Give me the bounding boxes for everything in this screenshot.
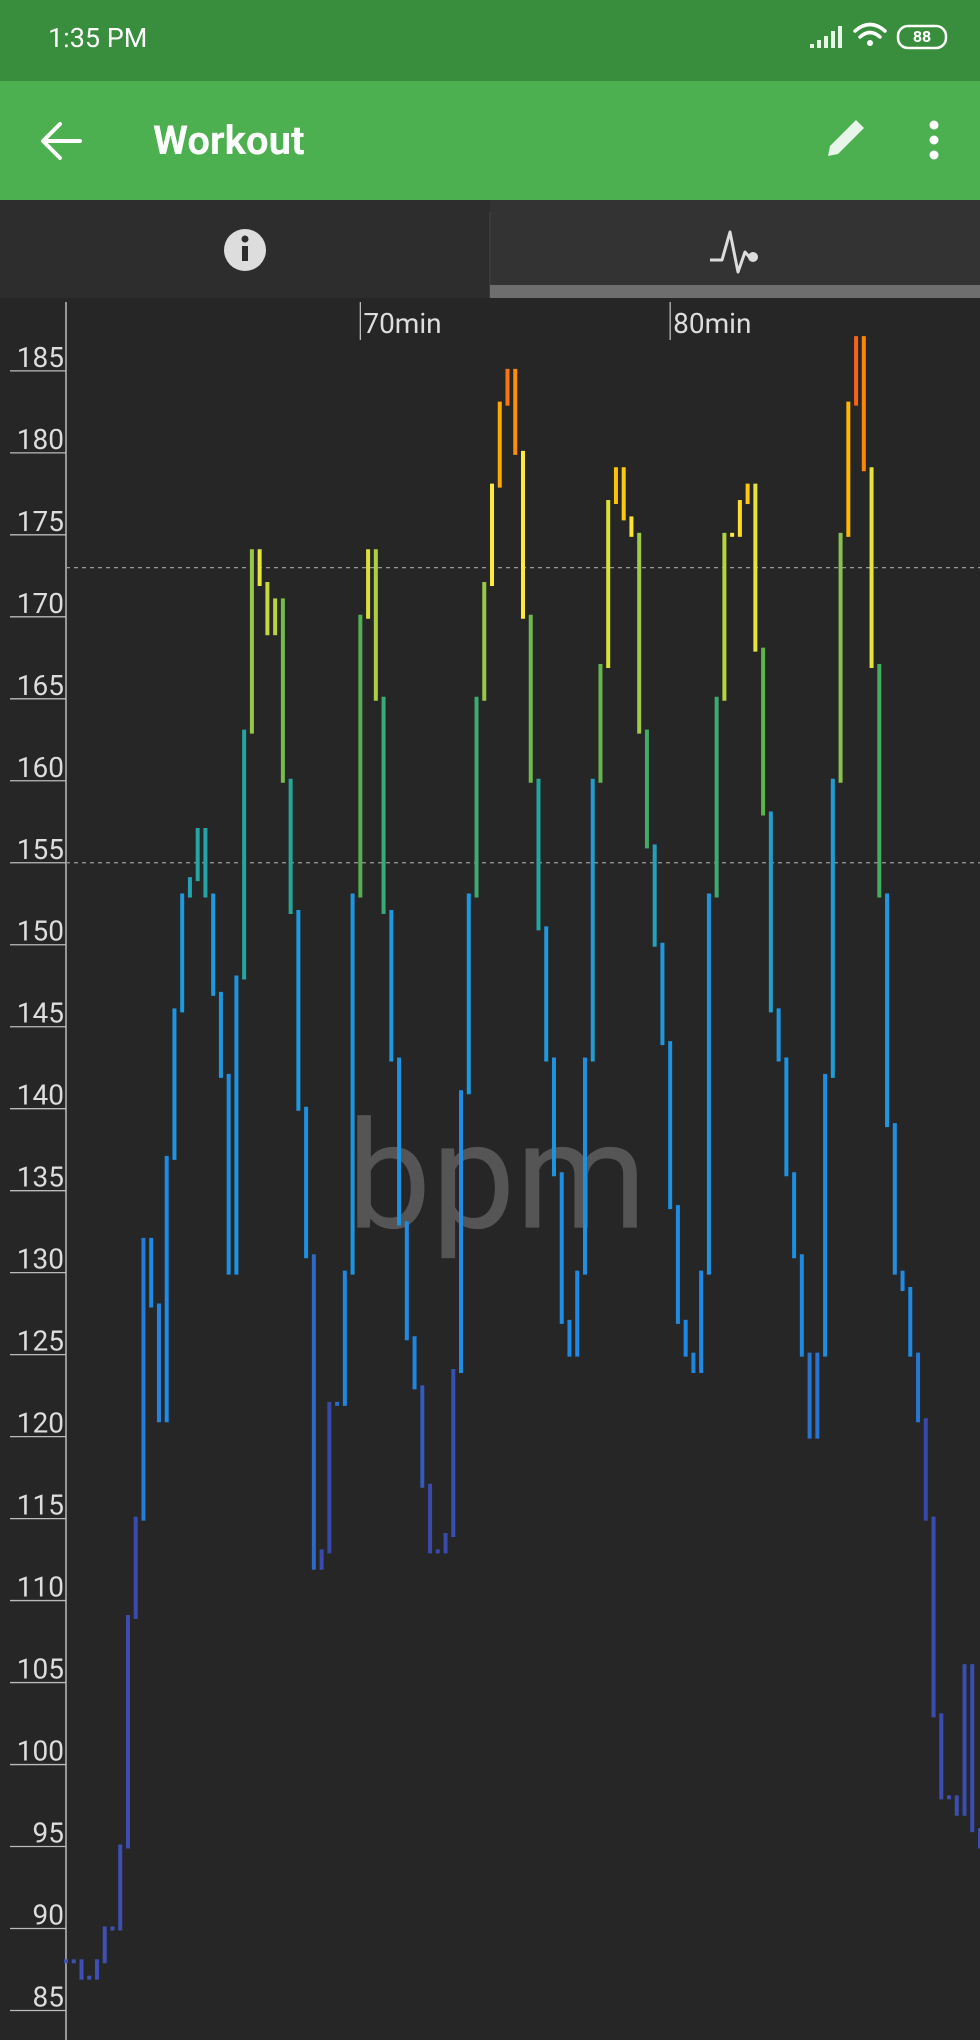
back-button[interactable] [41, 122, 82, 160]
y-tick-label: 185 [17, 341, 64, 374]
y-tick-label: 130 [17, 1243, 64, 1276]
y-tick-label: 110 [17, 1571, 64, 1604]
y-tick-label: 160 [17, 751, 64, 784]
status-bar [0, 0, 980, 81]
y-tick-label: 120 [17, 1407, 64, 1440]
info-icon [224, 229, 266, 271]
battery-level: 88 [913, 27, 931, 46]
more-button[interactable] [929, 120, 939, 160]
wifi-icon [853, 22, 887, 46]
y-tick-label: 135 [17, 1161, 64, 1194]
battery-icon [896, 24, 948, 50]
tab-indicator [490, 285, 980, 298]
y-tick-label: 125 [17, 1325, 64, 1358]
x-tick-label: 70min [363, 307, 441, 340]
signal-icon [810, 26, 842, 48]
y-tick-label: 115 [17, 1489, 64, 1522]
edit-button[interactable] [828, 120, 864, 156]
watermark: bpm [347, 1089, 647, 1265]
status-time: 1:35 PM [48, 22, 147, 54]
y-tick-label: 95 [33, 1817, 64, 1850]
y-tick-label: 155 [17, 833, 64, 866]
plot: 85 90 95 100 105 110 115 120 125 130 135 140 145 150 1… [10, 302, 980, 2013]
y-tick-label: 175 [17, 505, 64, 538]
y-tick-label: 140 [17, 1079, 64, 1112]
app-bar [0, 81, 980, 200]
y-tick-label: 170 [17, 587, 64, 620]
y-tick-label: 150 [17, 915, 64, 948]
y-tick-label: 100 [17, 1735, 64, 1768]
pulse-dot [748, 252, 758, 262]
pulse-icon [710, 230, 754, 274]
y-tick-label: 180 [17, 423, 64, 456]
y-tick-label: 85 [33, 1980, 64, 2013]
chart-area [0, 298, 980, 2040]
y-tick-label: 105 [17, 1653, 64, 1686]
x-tick-label: 80min [673, 307, 751, 340]
y-tick-label: 90 [33, 1899, 64, 1932]
y-tick-label: 145 [17, 997, 64, 1030]
tab-chart[interactable] [490, 200, 980, 298]
app-title: Workout [153, 117, 305, 164]
y-tick-label: 165 [17, 669, 64, 702]
